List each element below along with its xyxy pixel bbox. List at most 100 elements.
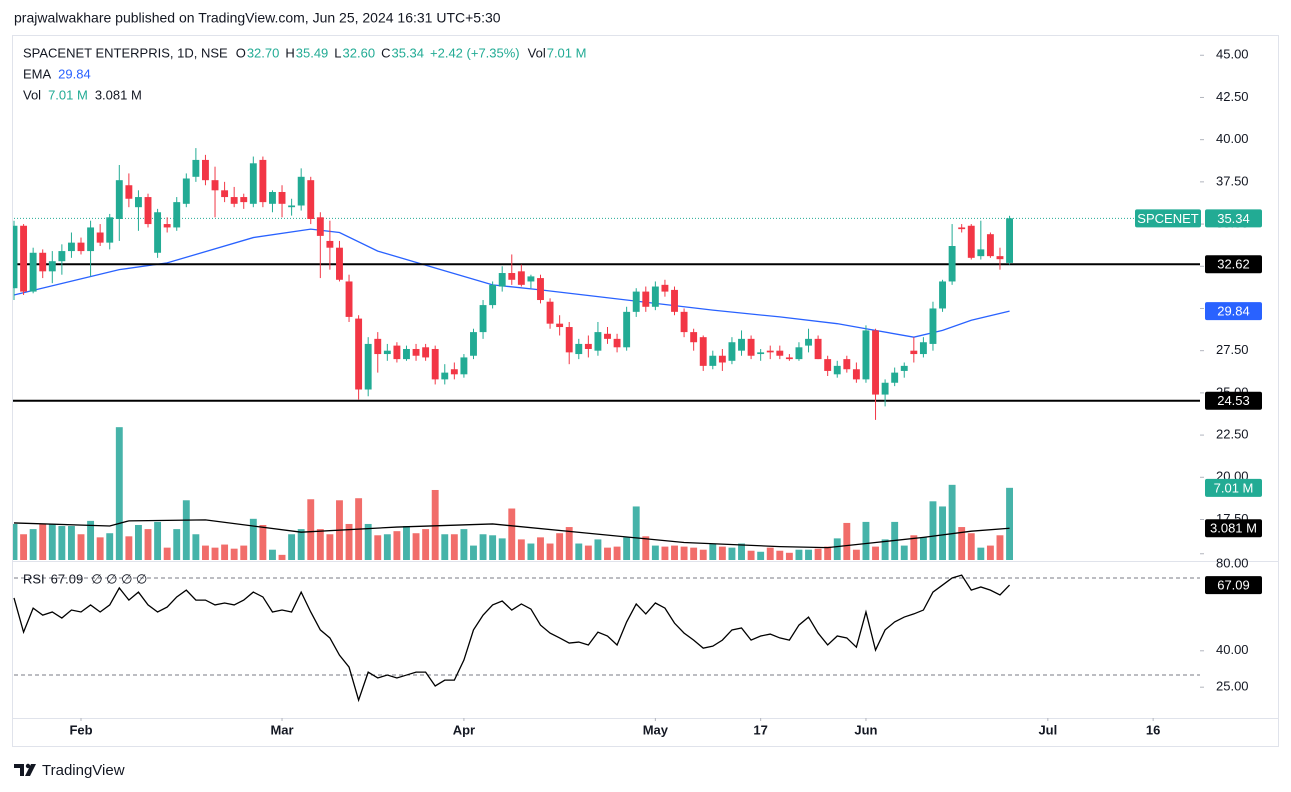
candle-body — [805, 338, 812, 346]
rsi-tick-label: 25.00 — [1216, 679, 1249, 694]
volume-bar — [556, 533, 564, 560]
candle-body — [680, 311, 688, 333]
volume-bar — [986, 545, 994, 560]
x-tick-label: Feb — [69, 722, 92, 737]
vol-value: 7.01 M — [48, 87, 88, 102]
rsi-tick-label: 40.00 — [1216, 642, 1249, 657]
volume-bar — [776, 550, 784, 560]
candle-body — [852, 369, 860, 380]
y-tick-label: 27.50 — [1216, 342, 1249, 357]
candle-body — [881, 382, 889, 395]
candle-body — [96, 232, 104, 243]
candle-body — [355, 318, 363, 390]
candle-body — [489, 284, 497, 306]
volume-bar — [900, 545, 908, 560]
candle-body — [862, 330, 870, 380]
candle-body — [479, 305, 487, 333]
volume-bar — [383, 534, 391, 560]
x-tick-label: Apr — [453, 722, 475, 737]
candle-body — [20, 225, 28, 292]
candle-body — [517, 271, 525, 285]
volume-bar — [316, 529, 324, 560]
candle-body — [604, 333, 611, 339]
candle-body — [824, 359, 832, 371]
candle-body — [594, 332, 602, 351]
volume-bar — [967, 533, 975, 560]
candle-body — [814, 338, 822, 360]
volume-bar — [115, 427, 123, 560]
candle-body — [527, 276, 535, 282]
candle-body — [613, 338, 621, 348]
volume-bar — [977, 547, 985, 560]
volume-bar — [594, 539, 602, 560]
volume-bar — [852, 549, 860, 560]
volume-bar — [939, 506, 946, 560]
ohlc-label: O — [236, 45, 246, 60]
volume-badge-bg — [1205, 478, 1262, 497]
volume-bar — [230, 548, 238, 560]
candle-body — [326, 240, 334, 248]
candle-body — [785, 357, 793, 360]
candle-body — [211, 180, 219, 191]
candle-body — [259, 159, 267, 203]
candle-body — [1006, 218, 1013, 263]
candle-body — [757, 352, 765, 355]
volume-bar — [872, 546, 879, 560]
volume-bar — [738, 543, 745, 560]
candle-body — [221, 190, 229, 198]
candle-body — [192, 159, 200, 177]
volume-bar — [163, 547, 171, 560]
candle-body — [412, 348, 420, 356]
volume-bar — [87, 520, 95, 560]
candle-body — [939, 281, 946, 309]
volume-bar — [403, 526, 410, 560]
x-tick-label: Jun — [854, 722, 877, 737]
candle-body — [671, 289, 678, 312]
volume-bar — [422, 529, 430, 560]
volume-bar — [269, 549, 276, 560]
rsi-label: RSI — [23, 571, 45, 586]
volume-bar — [546, 543, 554, 560]
candle-body — [13, 225, 18, 289]
volume-bar — [13, 523, 18, 560]
candle-body — [58, 251, 66, 262]
candle-body — [642, 291, 650, 307]
volume-bar — [881, 539, 889, 560]
candle-body — [699, 337, 707, 366]
volume-bar — [364, 523, 372, 560]
volume-bar — [489, 535, 497, 560]
candle-body — [163, 224, 171, 228]
level-badge-bg — [1205, 255, 1262, 274]
volume-bar — [144, 529, 152, 560]
footer-brand: TradingView — [42, 762, 125, 779]
volume-bar — [671, 545, 678, 560]
volume-bar — [154, 521, 162, 560]
candle-body — [288, 205, 296, 208]
volume-bar — [460, 529, 468, 560]
volume-bar — [747, 550, 755, 560]
volume-bar — [297, 529, 305, 560]
ema-badge-bg — [1205, 302, 1262, 321]
price-pane — [13, 148, 1200, 560]
candle-body — [278, 191, 286, 204]
candle-body — [134, 197, 142, 208]
volume-bar — [211, 547, 219, 560]
ema-line — [13, 228, 1010, 338]
candle-body — [900, 365, 908, 371]
volume-bar — [288, 534, 296, 560]
volume-bar — [795, 549, 803, 560]
volume-bar — [1006, 487, 1013, 560]
volume-bar — [96, 537, 104, 560]
volume-bar — [498, 538, 506, 560]
candle-body — [690, 332, 698, 343]
volume-bar — [565, 527, 573, 560]
volume-bar — [517, 539, 525, 560]
candle-body — [651, 286, 659, 307]
volume-bar — [604, 547, 611, 560]
volume-bar — [651, 545, 659, 560]
ema-value: 29.84 — [58, 66, 91, 81]
x-tick-label: Jul — [1038, 722, 1057, 737]
volume-bar — [345, 523, 353, 560]
